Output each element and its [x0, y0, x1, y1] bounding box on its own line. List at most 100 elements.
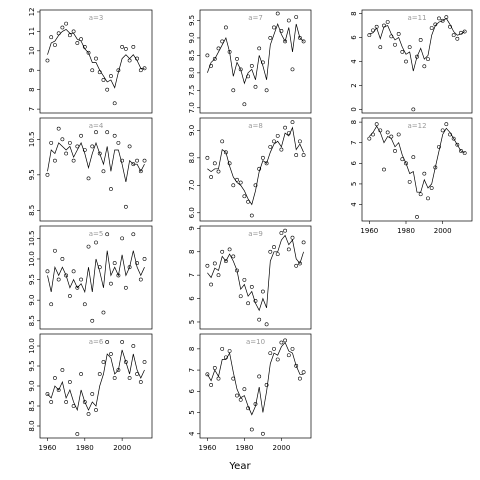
data-point: [45, 58, 50, 63]
data-point: [246, 301, 251, 306]
data-point: [433, 165, 438, 170]
data-point: [279, 29, 284, 33]
y-tick-label: 9.0: [188, 125, 196, 136]
data-point: [223, 259, 228, 264]
data-point: [371, 28, 375, 33]
data-point: [235, 268, 239, 273]
data-point: [212, 261, 217, 266]
data-point: [135, 261, 139, 265]
x-tick-label: 1980: [397, 227, 415, 235]
y-tick-label: 4: [350, 59, 358, 64]
data-point: [142, 257, 147, 261]
x-tick-label: 1980: [235, 444, 253, 452]
smooth-line: [369, 17, 465, 72]
data-point: [283, 228, 288, 233]
y-tick-label: 9.5: [28, 274, 36, 285]
data-point: [127, 265, 132, 270]
data-point: [67, 33, 72, 38]
data-point: [112, 101, 117, 106]
data-point: [138, 68, 143, 73]
data-point: [385, 20, 390, 24]
data-point: [294, 363, 299, 368]
data-point: [444, 15, 449, 20]
panel-frame: [199, 333, 312, 439]
data-point: [301, 153, 306, 157]
panel-frame: [39, 333, 153, 439]
data-point: [101, 169, 106, 174]
data-point: [440, 128, 445, 133]
data-point: [82, 148, 87, 152]
data-point: [294, 263, 299, 268]
data-point: [283, 338, 288, 343]
data-point: [79, 133, 83, 138]
data-point: [127, 144, 132, 149]
data-point: [242, 387, 247, 392]
data-point: [249, 213, 254, 218]
smooth-line: [47, 28, 145, 89]
y-tick-label: 9.5: [188, 15, 196, 26]
data-point: [246, 199, 251, 204]
panel-frame: [361, 117, 473, 222]
data-point: [101, 360, 106, 364]
panel: 4 5 6 7 8 1960 1980 2000 a=12: [350, 117, 473, 235]
panel-label: a=9: [248, 230, 263, 238]
data-point: [123, 46, 128, 51]
data-point: [378, 45, 383, 50]
data-point: [205, 372, 210, 377]
data-point: [418, 38, 423, 42]
data-point: [404, 161, 408, 166]
data-point: [246, 406, 251, 411]
panel: 4 5 6 7 8 1960 1980 2000 a=10: [188, 333, 312, 452]
data-point: [455, 36, 460, 41]
data-point: [56, 126, 61, 131]
data-point: [301, 39, 306, 44]
data-point: [109, 281, 113, 286]
y-tick-label: 7.0: [188, 102, 196, 113]
data-point: [404, 59, 408, 64]
data-point: [90, 68, 95, 73]
smooth-line: [47, 141, 145, 182]
data-point: [389, 34, 394, 39]
data-point: [286, 18, 291, 23]
y-tick-label: 8: [188, 250, 196, 254]
data-point: [135, 372, 139, 376]
data-point: [86, 176, 91, 181]
data-point: [209, 63, 214, 68]
data-point: [371, 132, 375, 137]
data-point: [49, 35, 54, 40]
data-point: [415, 214, 419, 219]
data-point: [257, 46, 262, 51]
y-tick-label: 2: [350, 83, 358, 87]
panel: 5 6 7 8 9 a=9: [188, 225, 312, 330]
data-point: [367, 33, 372, 38]
data-point: [264, 383, 269, 387]
data-point: [45, 392, 50, 396]
data-point: [235, 393, 239, 398]
data-point: [220, 39, 225, 44]
smooth-line: [207, 22, 304, 85]
data-point: [411, 155, 416, 160]
data-point: [67, 140, 72, 145]
y-tick-label: 10: [28, 46, 36, 55]
data-point: [71, 404, 76, 408]
y-tick-label: 8.5: [188, 50, 196, 61]
data-point: [374, 122, 379, 127]
data-point: [205, 263, 210, 268]
data-point: [79, 277, 83, 282]
data-point: [220, 249, 225, 254]
data-point: [120, 236, 125, 241]
data-point: [437, 16, 441, 21]
data-point: [123, 204, 128, 209]
data-point: [301, 240, 306, 245]
data-point: [231, 376, 236, 381]
data-point: [56, 277, 61, 282]
y-tick-label: 10.0: [28, 251, 36, 267]
y-tick-label: 7.5: [188, 85, 196, 96]
data-point: [223, 25, 228, 30]
data-point: [253, 183, 258, 188]
data-point: [253, 299, 258, 303]
data-point: [440, 18, 445, 23]
data-point: [86, 50, 91, 55]
data-point: [231, 183, 236, 188]
y-tick-label: 8: [350, 120, 358, 124]
